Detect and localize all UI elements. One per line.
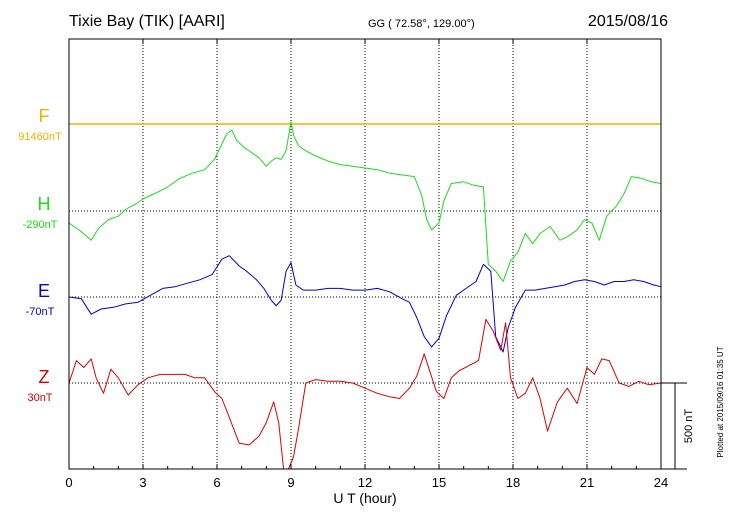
tick-label-21: 21 [580, 475, 594, 490]
series-lines [68, 121, 662, 470]
plotted-timestamp: Plotted at 2015/09/16 01:35 UT [716, 346, 725, 457]
x-axis-ticks: 0 3 6 9 12 15 18 21 24 [65, 39, 668, 490]
x-axis-label: U T (hour) [333, 490, 396, 506]
tick-label-0: 0 [65, 475, 72, 490]
series-E-name: E [38, 281, 50, 301]
tick-label-18: 18 [506, 475, 520, 490]
plot-frame [68, 38, 662, 470]
grid [142, 39, 588, 469]
tick-label-12: 12 [358, 475, 372, 490]
series-H-line [68, 121, 662, 282]
station-title: Tixie Bay (TIK) [AARI] [69, 13, 225, 30]
tick-label-9: 9 [287, 475, 294, 490]
series-H-baseline: -290nT [23, 219, 58, 231]
scale-bar-label: 500 nT [683, 409, 695, 444]
series-H-name: H [38, 194, 51, 214]
coordinates-label: GG ( 72.58°, 129.00°) [368, 18, 475, 30]
series-Z-baseline: 30nT [27, 392, 52, 404]
scale-bar: 500 nT [661, 382, 695, 470]
series-F-name: F [39, 106, 50, 126]
series-F-baseline: 91460nT [18, 131, 62, 143]
series-E-line [68, 255, 662, 353]
date-label: 2015/08/16 [588, 13, 668, 30]
series-labels: F 91460nT H -290nT E -70nT Z 30nT [18, 106, 62, 404]
tick-label-15: 15 [432, 475, 446, 490]
series-Z-name: Z [39, 367, 50, 387]
tick-label-6: 6 [213, 475, 220, 490]
tick-label-24: 24 [654, 475, 668, 490]
series-E-baseline: -70nT [26, 306, 55, 318]
tick-label-3: 3 [139, 475, 146, 490]
series-Z-line [68, 318, 662, 470]
